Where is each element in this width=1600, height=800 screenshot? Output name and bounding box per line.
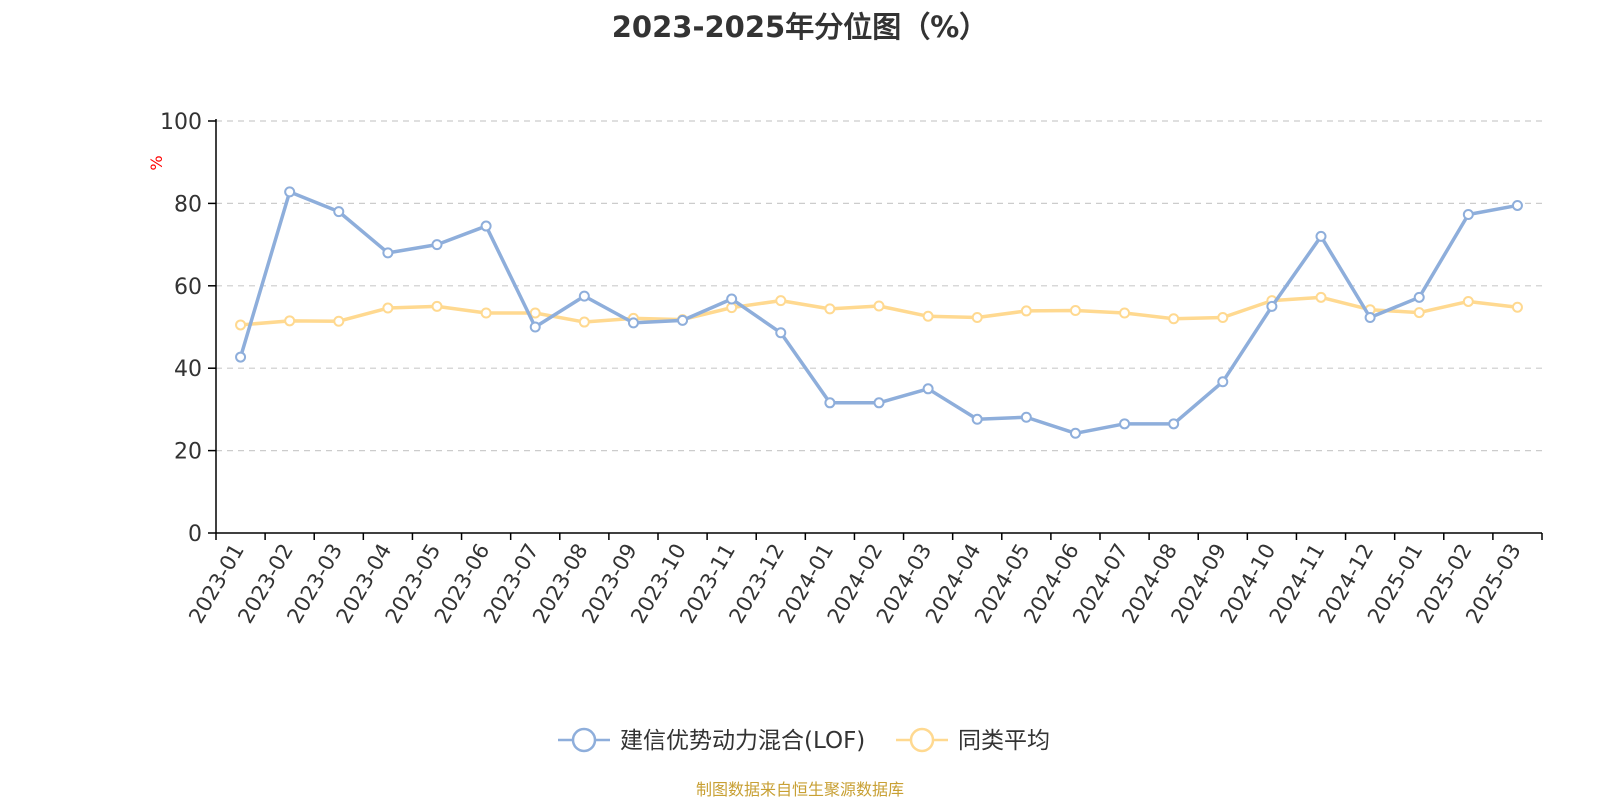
data-point [1315,230,1327,242]
legend-label: 同类平均 [958,728,1050,754]
y-tick-label: 60 [174,275,202,300]
y-tick-label: 20 [174,440,202,465]
data-point [1413,307,1425,319]
data-point [333,206,345,218]
data-point [873,397,885,409]
legend-marker [571,727,597,753]
data-point [1266,300,1278,312]
data-point [922,310,934,322]
data-point [775,327,787,339]
data-point [1462,209,1474,221]
y-tick-label: 100 [160,110,202,135]
data-point [480,220,492,232]
data-point [529,321,541,333]
data-point [480,307,492,319]
data-point [333,315,345,327]
data-point [1020,305,1032,317]
y-axis-label: % [147,155,166,170]
data-point [726,293,738,305]
data-point [235,319,247,331]
y-tick-label: 40 [174,357,202,382]
legend-item-1[interactable]: 建信优势动力混合(LOF) [558,727,865,754]
series-group [235,186,1523,439]
data-point [382,247,394,259]
legend[interactable]: 建信优势动力混合(LOF) 同类平均 [558,727,1050,754]
data-point [382,302,394,314]
data-point [1511,199,1523,211]
data-point [284,315,296,327]
data-point [1364,312,1376,324]
data-point [775,295,787,307]
data-point [578,290,590,302]
legend-marker [909,727,935,753]
y-tick-label: 80 [174,192,202,217]
data-point [824,397,836,409]
data-point [1168,313,1180,325]
data-point [1217,312,1229,324]
source-note: 制图数据来自恒生聚源数据库 [695,780,904,799]
legend-label: 建信优势动力混合(LOF) [620,728,865,754]
data-point [627,317,639,329]
data-point [1168,418,1180,430]
data-point [529,307,541,319]
data-point [578,316,590,328]
data-point [431,239,443,251]
data-point [284,186,296,198]
data-point [1413,291,1425,303]
y-tick-label: 0 [188,522,202,547]
series-1 [235,186,1523,439]
data-point [1315,291,1327,303]
data-point [1119,418,1131,430]
data-point [873,300,885,312]
data-point [677,314,689,326]
data-point [971,413,983,425]
data-point [1069,305,1081,317]
series-line [238,190,1520,436]
legend-item-2[interactable]: 同类平均 [896,727,1050,754]
data-point [1119,307,1131,319]
chart-title: 2023-2025年分位图（%） [611,10,989,44]
data-point [726,302,738,314]
data-point [824,303,836,315]
series-2 [235,291,1523,331]
data-point [1462,295,1474,307]
data-point [235,351,247,363]
grid-lines [216,120,1542,452]
data-point [1069,427,1081,439]
data-point [1217,376,1229,388]
data-point [1020,411,1032,423]
data-point [922,383,934,395]
data-point [431,300,443,312]
data-point [1511,301,1523,313]
data-point [971,312,983,324]
